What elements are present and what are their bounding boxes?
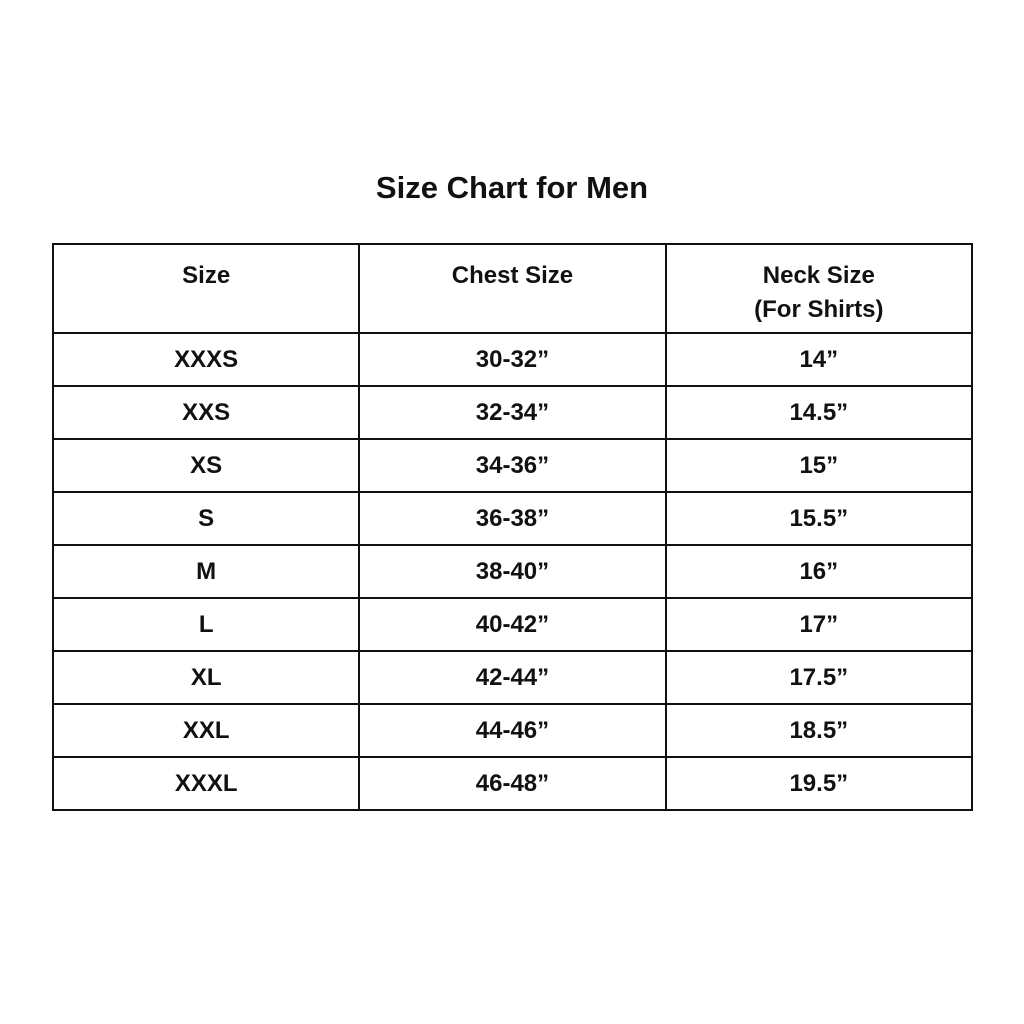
size-cell: L <box>51 597 361 652</box>
table-row: XS 34-36” 15” <box>51 438 974 493</box>
table-row: L 40-42” 17” <box>51 597 974 652</box>
header-size: Size <box>51 243 361 334</box>
table-row: XXL 44-46” 18.5” <box>51 703 974 758</box>
header-chest-size: Chest Size <box>358 243 667 334</box>
header-row: Size Chest Size Neck Size (For Shirts) <box>51 243 974 334</box>
chest-size-cell: 34-36” <box>358 438 667 493</box>
page-title: Size Chart for Men <box>375 170 649 205</box>
table-row: XXXL 46-48” 19.5” <box>51 756 974 811</box>
size-cell: XXS <box>51 385 361 440</box>
size-cell: S <box>51 491 361 546</box>
neck-size-cell: 17” <box>664 597 974 652</box>
neck-size-cell: 16” <box>664 544 974 599</box>
chest-size-cell: 42-44” <box>358 650 667 705</box>
neck-size-cell: 14.5” <box>664 385 974 440</box>
chest-size-cell: 46-48” <box>358 756 667 811</box>
chest-size-cell: 32-34” <box>358 385 667 440</box>
size-cell: XXXL <box>51 756 361 811</box>
neck-size-cell: 19.5” <box>664 756 974 811</box>
table-row: XXXS 30-32” 14” <box>51 332 974 387</box>
table-row: M 38-40” 16” <box>51 544 974 599</box>
chest-size-cell: 36-38” <box>358 491 667 546</box>
chest-size-cell: 44-46” <box>358 703 667 758</box>
table-row: XL 42-44” 17.5” <box>51 650 974 705</box>
table-row: S 36-38” 15.5” <box>51 491 974 546</box>
neck-size-cell: 18.5” <box>664 703 974 758</box>
chest-size-cell: 30-32” <box>358 332 667 387</box>
chest-size-cell: 40-42” <box>358 597 667 652</box>
size-cell: M <box>51 544 361 599</box>
size-cell: XXL <box>51 703 361 758</box>
header-neck-size: Neck Size (For Shirts) <box>664 243 974 334</box>
table-row: XXS 32-34” 14.5” <box>51 385 974 440</box>
size-cell: XXXS <box>51 332 361 387</box>
size-chart-table: Size Chest Size Neck Size (For Shirts) XX… <box>51 243 974 811</box>
neck-size-cell: 14” <box>664 332 974 387</box>
size-cell: XL <box>51 650 361 705</box>
header-neck-size-note: (For Shirts) <box>754 296 884 323</box>
size-cell: XS <box>51 438 361 493</box>
neck-size-cell: 17.5” <box>664 650 974 705</box>
chest-size-cell: 38-40” <box>358 544 667 599</box>
header-neck-size-label: Neck Size <box>762 262 875 289</box>
neck-size-cell: 15” <box>664 438 974 493</box>
neck-size-cell: 15.5” <box>664 491 974 546</box>
